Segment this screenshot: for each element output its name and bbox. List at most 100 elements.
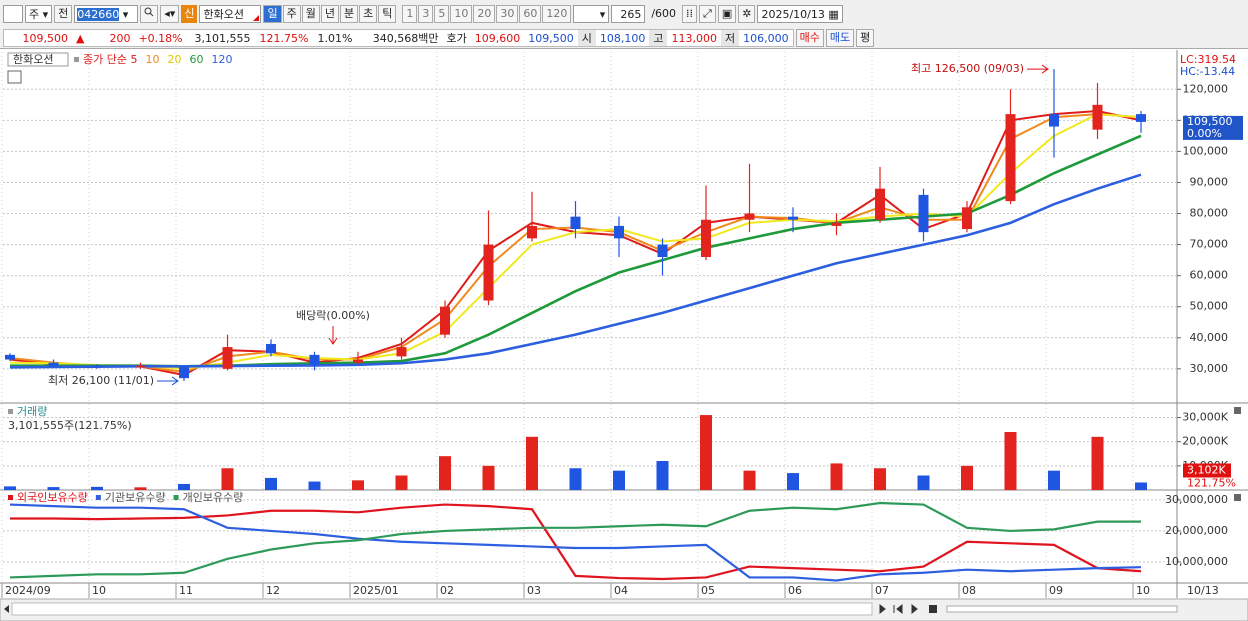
count-input[interactable]: 265 — [611, 4, 646, 23]
interval-button[interactable]: 20 — [473, 4, 496, 23]
interval-button[interactable]: 60 — [519, 4, 542, 23]
low: 106,000 — [743, 31, 789, 45]
candle-body — [875, 188, 885, 220]
buy-button[interactable]: 매수 — [795, 28, 824, 47]
name: 한화오션 — [203, 7, 244, 21]
volume: 3,101,555 — [194, 31, 251, 45]
panel-close[interactable] — [1234, 494, 1241, 501]
sell-button[interactable]: 매도 — [825, 28, 855, 47]
market: 주 — [29, 7, 40, 21]
y-tick-label: 90,000 — [1190, 175, 1229, 188]
x-end-label: 10/13 — [1187, 584, 1219, 597]
x-tick-label: 12 — [266, 584, 280, 597]
interval-select[interactable]: ▾ — [573, 4, 610, 23]
volume-bar — [917, 475, 930, 490]
indicator-label: HC:-13.44 — [1180, 65, 1235, 78]
y-tick-label: 40,000 — [1190, 331, 1229, 344]
period-button[interactable]: 주 — [282, 4, 301, 23]
interval-button[interactable]: 120 — [542, 4, 572, 23]
tool-button[interactable]: ⤢ — [699, 4, 716, 23]
search-icon — [144, 7, 154, 16]
stop-button[interactable] — [929, 605, 937, 613]
save-button[interactable]: ▣ — [717, 4, 737, 23]
candle-body — [1005, 114, 1016, 202]
period-button[interactable]: 초 — [359, 4, 378, 23]
volume-bar — [91, 486, 103, 490]
table-icon[interactable] — [7, 70, 22, 84]
sound-button[interactable]: ◂▾ — [160, 4, 180, 23]
candle-body — [222, 347, 233, 369]
volume-bar — [134, 487, 147, 490]
settings-button[interactable]: ✲ — [738, 4, 756, 23]
y-tick-label: 110,000 — [1183, 113, 1229, 126]
zoom-slider[interactable] — [946, 605, 1178, 613]
interval-button[interactable]: 10 — [450, 4, 473, 23]
legend-label: 10 — [145, 53, 159, 66]
prev-button[interactable]: 전 — [54, 4, 73, 23]
chart-title: 한화오션 — [13, 53, 53, 66]
code-input[interactable]: 042660 ▾ — [74, 4, 139, 23]
change-rate: +0.18% — [138, 31, 183, 45]
turnover: 1.01% — [317, 31, 353, 45]
high: 113,000 — [671, 31, 717, 45]
tool-button[interactable]: ⁞⁞ — [682, 4, 698, 23]
interval-button[interactable]: 3 — [418, 4, 434, 23]
volume-bar — [265, 477, 277, 490]
period-button[interactable]: 년 — [320, 4, 339, 23]
scrollbar[interactable] — [0, 598, 1248, 621]
volume-bar — [1048, 470, 1060, 490]
ask-label: 호가 — [446, 31, 467, 45]
period-button[interactable]: 일 — [263, 4, 282, 23]
legend-label: 60 — [189, 53, 203, 66]
y-tick-label: 30,000 — [1190, 362, 1229, 375]
period-button[interactable]: 월 — [301, 4, 320, 23]
volume-bar — [1135, 482, 1147, 490]
volume-bar — [830, 463, 843, 490]
nav-buttons[interactable] — [879, 603, 918, 615]
scroll-left[interactable] — [4, 605, 9, 613]
interval-button[interactable]: 30 — [496, 4, 519, 23]
volume-bar — [308, 481, 321, 490]
volume-bar — [395, 475, 408, 490]
x-tick-label: 03 — [527, 584, 541, 597]
volume-bar — [4, 486, 16, 490]
interval-button[interactable]: 5 — [434, 4, 450, 23]
candle-body — [1092, 104, 1103, 130]
eval-button[interactable]: 평 — [856, 28, 875, 47]
low-label: 저 — [720, 29, 740, 46]
last-change-label: 0.00% — [1187, 127, 1222, 140]
legend-swatch — [95, 495, 101, 500]
price: 109,500 — [22, 31, 69, 45]
candle-body — [92, 365, 102, 368]
candle-body — [962, 207, 972, 230]
interval-button[interactable]: 1 — [402, 4, 418, 23]
candle-body — [918, 194, 929, 233]
volume-bar — [352, 480, 364, 490]
search-button[interactable] — [140, 4, 159, 23]
layout-icon[interactable] — [3, 4, 23, 23]
x-tick-label: 08 — [962, 584, 976, 597]
count-max: /600 — [651, 7, 677, 20]
stock-name[interactable]: 한화오션 — [199, 4, 262, 23]
amount: 340,568백만 — [372, 31, 439, 45]
legend-label: 종가 단순 5 — [83, 53, 137, 66]
volume-bar — [743, 470, 756, 490]
date-input[interactable]: 2025/10/13 ▦ — [757, 4, 843, 23]
period-button[interactable]: 틱 — [378, 4, 397, 23]
y-tick-label: 20,000,000 — [1165, 524, 1228, 537]
moving-average-line — [9, 113, 1142, 373]
legend-swatch — [8, 495, 13, 500]
candle-body — [1049, 114, 1059, 127]
ask: 109,600 — [474, 31, 521, 45]
change: 200 — [109, 31, 131, 45]
moving-average-line — [9, 173, 1142, 369]
x-tick-label: 06 — [788, 584, 802, 597]
candle-body — [614, 225, 624, 239]
legend-swatch — [74, 57, 79, 62]
panel-close[interactable] — [1234, 407, 1241, 414]
period-button[interactable]: 분 — [339, 4, 359, 23]
annotation: 최저 26,100 (11/01) — [48, 374, 154, 387]
market-select[interactable]: 주 ▾ — [25, 4, 53, 23]
volume-rate: 121.75% — [259, 31, 309, 45]
